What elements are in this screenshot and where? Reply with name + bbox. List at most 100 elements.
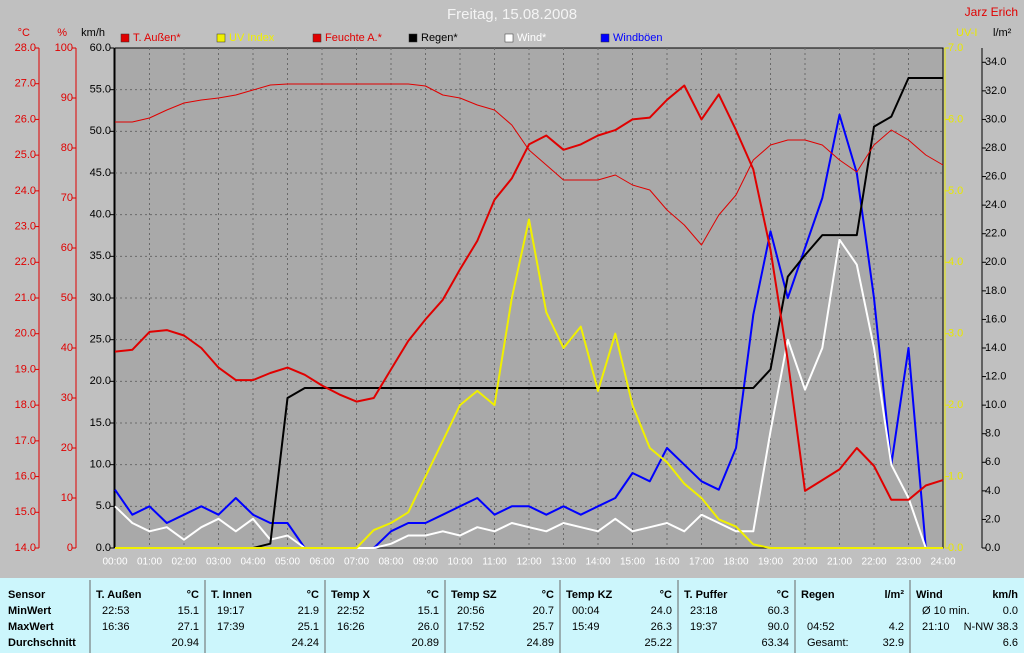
y-tick-label: 0.0 [985, 542, 1000, 554]
y-tick-label: 20.0 [15, 328, 36, 340]
series-line [114, 84, 944, 501]
axis-unit: UV-I [956, 27, 977, 39]
x-tick-label: 17:00 [689, 557, 714, 568]
cell-value: 25.22 [644, 637, 672, 649]
y-tick-label: 34.0 [985, 56, 1006, 68]
x-tick-label: 11:00 [482, 557, 507, 568]
x-tick-label: 10:00 [447, 557, 472, 568]
x-tick-label: 24:00 [930, 557, 955, 568]
y-tick-label: 19.0 [15, 363, 36, 375]
y-tick-label: 55.0 [90, 84, 111, 96]
x-tick-label: 08:00 [378, 557, 403, 568]
y-tick-label: 8.0 [985, 428, 1000, 440]
column-header: Regen [801, 589, 835, 601]
cell-value: 25.1 [298, 621, 319, 633]
y-tick-label: 0.0 [948, 542, 963, 554]
cell-left: 22:53 [102, 605, 130, 617]
series-line [114, 238, 943, 549]
cell-left: Ø 10 min. [922, 605, 970, 617]
column-unit: °C [660, 589, 672, 601]
y-tick-label: 15.0 [90, 417, 111, 429]
y-tick-label: 16.0 [985, 313, 1006, 325]
x-tick-label: 12:00 [516, 557, 541, 568]
y-tick-label: 32.0 [985, 85, 1006, 97]
legend-label: Feuchte A.* [325, 32, 383, 44]
cell-left: 16:36 [102, 621, 130, 633]
cell-value: 60.3 [768, 605, 789, 617]
column-header: Temp SZ [451, 589, 497, 601]
stats-table-background [0, 578, 1024, 653]
y-tick-label: 40.0 [90, 209, 111, 221]
y-tick-label: 10 [61, 492, 73, 504]
y-tick-label: 30.0 [985, 113, 1006, 125]
cell-left: 19:17 [217, 605, 245, 617]
y-tick-label: 60 [61, 242, 73, 254]
cell-value: 25.7 [533, 621, 554, 633]
y-tick-label: 21.0 [15, 292, 36, 304]
x-tick-label: 20:00 [792, 557, 817, 568]
cell-value: 26.0 [418, 621, 439, 633]
y-tick-label: 18.0 [985, 285, 1006, 297]
x-tick-label: 06:00 [309, 557, 334, 568]
x-tick-label: 21:00 [827, 557, 852, 568]
y-tick-label: 6.0 [948, 113, 963, 125]
legend-swatch [504, 33, 514, 43]
cell-left: 16:26 [337, 621, 365, 633]
x-tick-label: 09:00 [413, 557, 438, 568]
y-tick-label: 5.0 [96, 500, 111, 512]
x-tick-label: 15:00 [620, 557, 645, 568]
y-tick-label: 18.0 [15, 399, 36, 411]
column-header: Wind [916, 589, 943, 601]
cell-value: 24.89 [526, 637, 554, 649]
legend-label: Windböen [613, 32, 663, 44]
axis-unit: l/m² [993, 27, 1012, 39]
y-tick-label: 28.0 [15, 42, 36, 54]
series-line [115, 218, 943, 549]
y-tick-label: 17.0 [15, 435, 36, 447]
legend-swatch [216, 33, 226, 43]
legend-label: Wind* [517, 32, 547, 44]
x-tick-label: 03:00 [206, 557, 231, 568]
y-tick-label: 22.0 [985, 228, 1006, 240]
cell-value: 6.6 [1003, 637, 1018, 649]
cell-left: 17:52 [457, 621, 485, 633]
legend-swatch [600, 33, 610, 43]
x-tick-label: 19:00 [758, 557, 783, 568]
y-tick-label: 26.0 [985, 170, 1006, 182]
cell-left: 00:04 [572, 605, 600, 617]
y-tick-label: 100 [55, 42, 73, 54]
series-line [114, 113, 943, 549]
legend-swatch [312, 33, 322, 43]
y-tick-label: 3.0 [948, 328, 963, 340]
y-tick-label: 30.0 [90, 292, 111, 304]
y-tick-label: 10.0 [90, 459, 111, 471]
cell-left: 15:49 [572, 621, 600, 633]
author: Jarz Erich [965, 5, 1018, 19]
column-unit: °C [427, 589, 439, 601]
cell-value: N-NW 38.3 [964, 621, 1018, 633]
cell-value: 15.1 [178, 605, 199, 617]
cell-value: 90.0 [768, 621, 789, 633]
y-tick-label: 0 [67, 542, 73, 554]
y-tick-label: 6.0 [985, 456, 1000, 468]
y-tick-label: 4.0 [985, 485, 1000, 497]
x-tick-label: 18:00 [723, 557, 748, 568]
column-unit: °C [777, 589, 789, 601]
row-label: MaxWert [8, 621, 54, 633]
row-label: Sensor [8, 589, 46, 601]
cell-left: 23:18 [690, 605, 718, 617]
cell-left: 20:56 [457, 605, 485, 617]
y-tick-label: 20.0 [985, 256, 1006, 268]
y-tick-label: 40 [61, 342, 73, 354]
cell-left: Gesamt: [807, 637, 849, 649]
cell-value: 21.9 [298, 605, 319, 617]
cell-left: 19:37 [690, 621, 718, 633]
x-tick-label: 00:00 [102, 557, 127, 568]
column-unit: l/m² [884, 589, 904, 601]
y-tick-label: 20.0 [90, 375, 111, 387]
axis-unit: °C [18, 27, 30, 39]
y-tick-label: 50 [61, 292, 73, 304]
y-tick-label: 70 [61, 192, 73, 204]
y-tick-label: 80 [61, 142, 73, 154]
